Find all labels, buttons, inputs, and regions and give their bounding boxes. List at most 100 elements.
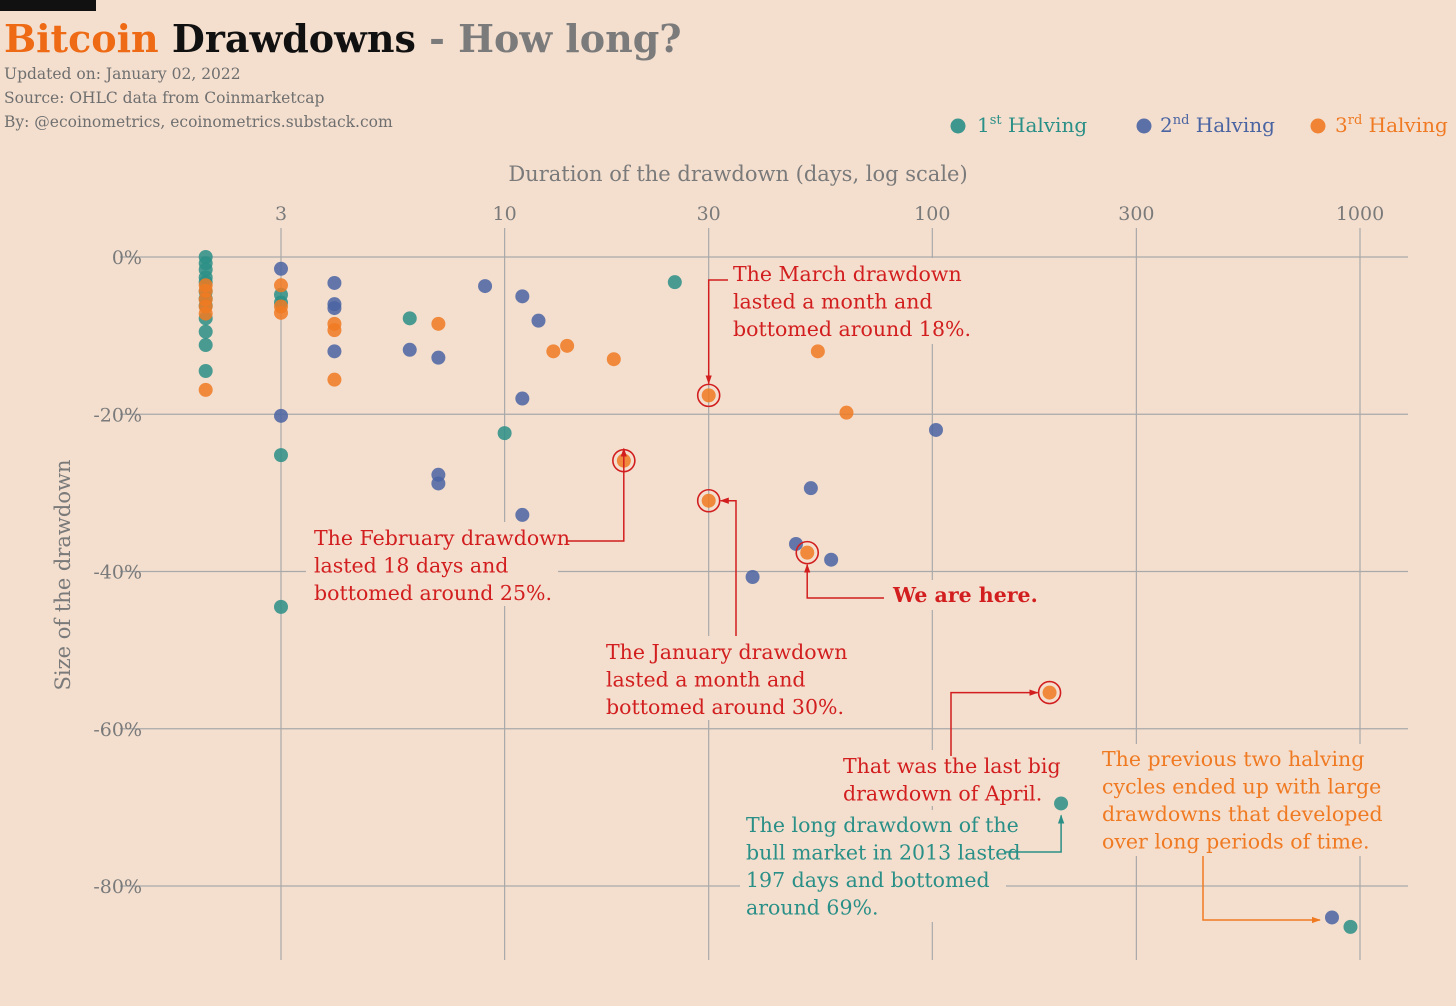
annotation-line: The March drawdown <box>733 262 962 286</box>
x-tick-label: 10 <box>493 203 517 225</box>
annotation-line: drawdowns that developed <box>1102 802 1383 826</box>
april-callout-line <box>950 689 1039 756</box>
bull2013-annotation: The long drawdown of the bull market in 2… <box>746 813 1020 920</box>
title-subtitle: - How long? <box>429 16 682 61</box>
callout-lines <box>566 279 1321 924</box>
data-point <box>431 476 446 491</box>
legend-suffix: nd <box>1173 113 1190 128</box>
highlight-ring <box>696 488 721 513</box>
data-point <box>497 426 512 441</box>
x-tick-label: 30 <box>697 203 721 225</box>
x-tick-label: 100 <box>914 203 950 225</box>
data-point <box>515 507 530 522</box>
february-annotation: The February drawdown lasted 18 days and b… <box>314 526 570 605</box>
data-point <box>431 316 446 331</box>
legend-marker <box>950 118 966 134</box>
data-point <box>824 552 839 567</box>
january-callout-line <box>719 497 737 636</box>
data-point <box>515 391 530 406</box>
data-point <box>745 570 760 585</box>
data-point <box>546 344 561 359</box>
bull2013-callout-line <box>1006 814 1065 853</box>
annotation-line: over long periods of time. <box>1102 830 1370 854</box>
highlight-rings <box>612 383 1062 705</box>
annotation-bg <box>598 636 838 720</box>
annotation-line: The previous two halving <box>1102 747 1364 771</box>
data-points <box>198 250 1358 934</box>
y-tick-label: -40% <box>93 562 142 584</box>
updated-date: Updated on: January 02, 2022 <box>4 65 241 83</box>
march-annotation: The March drawdown lasted a month and bott… <box>733 262 971 341</box>
annotation-line: bottomed around 25%. <box>314 581 552 605</box>
legend-number: 3 <box>1335 113 1348 137</box>
x-tick-label: 300 <box>1118 203 1154 225</box>
legend-number: 1 <box>977 113 990 137</box>
data-point <box>531 313 546 328</box>
annotation-line: The February drawdown <box>314 526 570 550</box>
data-point <box>274 278 288 293</box>
highlight-ring <box>1037 680 1062 705</box>
data-point <box>327 344 342 359</box>
annotation-line: The January drawdown <box>606 640 847 664</box>
data-point <box>1054 796 1069 811</box>
annotation-line: drawdown of April. <box>843 782 1042 806</box>
legend-number: 2 <box>1160 113 1173 137</box>
data-point <box>701 388 716 403</box>
data-point <box>274 305 288 320</box>
legend-entry: 1st Halving <box>977 113 1087 137</box>
legend-suffix: rd <box>1348 113 1363 128</box>
data-point <box>198 306 213 321</box>
y-tick-label: -20% <box>93 404 142 426</box>
previous-callout-line <box>1202 856 1321 924</box>
legend-marker <box>1310 118 1326 134</box>
data-point <box>402 311 417 326</box>
legend-suffix: st <box>990 113 1003 128</box>
january-annotation: The January drawdown lasted a month and bo… <box>606 640 847 719</box>
data-point <box>274 408 288 423</box>
data-point <box>810 344 825 359</box>
data-point <box>198 382 213 397</box>
legend-entry: 3rd Halving <box>1335 113 1448 137</box>
data-point <box>431 350 446 365</box>
data-point <box>327 301 342 316</box>
byline: By: @ecoinometrics, ecoinometrics.substa… <box>4 113 393 131</box>
april-annotation: That was the last big drawdown of April. <box>843 754 1061 806</box>
data-point <box>1324 910 1339 925</box>
data-point <box>327 323 342 338</box>
data-point <box>800 545 815 560</box>
annotation-line: bottomed around 18%. <box>733 317 971 341</box>
legend: 1st Halving 2nd Halving 3rd Halving <box>950 113 1448 137</box>
annotation-line: We are here. <box>892 583 1038 607</box>
annotation-line: bottomed around 30%. <box>606 695 844 719</box>
data-point <box>402 342 417 357</box>
previous-annotation: The previous two halving cycles ended up … <box>1102 747 1383 854</box>
highlight-ring <box>696 383 721 408</box>
february-callout-line <box>566 447 627 542</box>
annotation-backgrounds <box>306 258 1370 922</box>
annotation-line: around 69%. <box>746 896 879 920</box>
data-point <box>274 448 288 463</box>
annotation-bg <box>888 580 1040 610</box>
data-source: Source: OHLC data from Coinmarketcap <box>4 89 325 107</box>
data-point <box>515 289 530 304</box>
x-tick-label: 3 <box>275 203 287 225</box>
title-main: Drawdowns <box>171 16 416 61</box>
data-point <box>803 481 818 496</box>
legend-label: Halving <box>1362 113 1448 137</box>
annotation-line: The long drawdown of the <box>746 813 1019 837</box>
data-point <box>1343 919 1358 934</box>
chart-title: Bitcoin Drawdowns - How long? <box>4 14 682 64</box>
march-callout-line <box>705 279 728 385</box>
legend-label: Halving <box>1189 113 1275 137</box>
data-point <box>701 493 716 508</box>
data-point <box>198 364 213 379</box>
top-bar <box>0 0 96 11</box>
annotation-line: lasted a month and <box>733 290 933 314</box>
annotation-line: That was the last big <box>843 754 1061 778</box>
legend-marker <box>1136 118 1152 134</box>
annotation-line: bull market in 2013 lasted <box>746 841 1020 865</box>
data-point <box>667 275 682 290</box>
annotation-bg <box>740 810 1006 922</box>
annotation-line: lasted a month and <box>606 668 806 692</box>
data-point <box>327 372 342 387</box>
